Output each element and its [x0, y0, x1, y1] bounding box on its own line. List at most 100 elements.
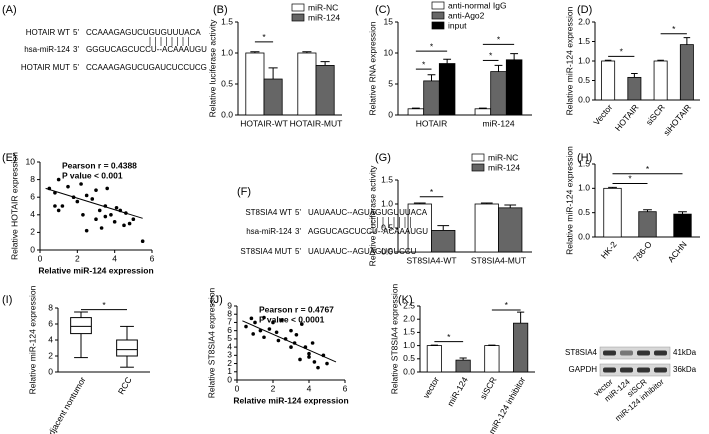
sequence-name: hsa-miR-124 [246, 227, 292, 236]
sequence-end: 5' [73, 28, 79, 37]
point [105, 186, 109, 191]
sequence: UAUAAUC--AGUAGUGUUUACA [308, 208, 428, 217]
y-tick-label: 2 [30, 227, 35, 237]
panel-label: (I) [2, 294, 12, 306]
bar [423, 80, 440, 116]
point [310, 341, 315, 345]
y-tick-label: 1.0 [578, 183, 590, 193]
y-tick-label: 4 [30, 209, 35, 219]
significance-label: * [505, 300, 509, 310]
significance-label: * [672, 24, 676, 34]
panel-label: (J) [210, 294, 223, 306]
panel-label: (D) [577, 4, 592, 16]
y-axis-label: Relative miR-124 expression [564, 6, 574, 115]
panel-label: (G) [375, 152, 391, 164]
legend-swatch [291, 13, 305, 22]
error-bar [510, 53, 519, 60]
point [94, 217, 98, 221]
x-tick-label: miR-124 [482, 118, 514, 128]
legend-swatch [431, 21, 445, 30]
point [289, 345, 293, 349]
point [131, 217, 136, 221]
error-bar [320, 61, 330, 66]
y-tick-label: 2.0 [578, 16, 590, 26]
point [84, 228, 89, 233]
point [97, 208, 102, 213]
y-tick-label: 0 [227, 374, 232, 384]
legend-swatch [291, 3, 305, 12]
point [60, 204, 65, 208]
y-tick-label: 5 [227, 333, 232, 343]
blot-protein: ST8SIA4 [565, 348, 598, 357]
legend-swatch [471, 163, 485, 172]
legend-label: miR-NC [488, 152, 518, 162]
point [249, 316, 254, 321]
legend-label: anti-normal IgG [448, 0, 507, 10]
error-bar [494, 64, 503, 72]
legend-swatch [431, 11, 445, 20]
point [99, 226, 104, 230]
significance-label: * [628, 174, 632, 184]
legend-label: miR-124 [308, 12, 340, 22]
sequence-name: ST8SIA4 MUT [240, 247, 292, 256]
error-bar [631, 72, 638, 78]
bar [498, 207, 523, 253]
sequence: CCAAAGAGUCUGUGUUUACA [86, 28, 201, 37]
legend-label: miR-NC [308, 2, 338, 12]
point [84, 193, 89, 198]
point [109, 213, 113, 217]
y-tick-label: 10 [384, 47, 394, 57]
y-tick-label: 1.0 [578, 55, 590, 65]
annotation: P value < 0.0001 [259, 314, 325, 324]
y-tick-label: 0 [388, 109, 393, 119]
significance-label: * [489, 51, 493, 61]
point [298, 357, 302, 362]
bar [505, 59, 523, 116]
error-bar [427, 74, 436, 81]
y-tick-label: 8 [30, 174, 35, 184]
y-tick-label: 6 [227, 325, 232, 335]
legend-swatch [471, 153, 485, 162]
sequence-end: 3' [73, 45, 79, 54]
x-tick-label: 0 [38, 253, 43, 263]
significance-label: * [620, 47, 624, 57]
significance-label: * [422, 59, 426, 69]
panel-label: (A) [2, 4, 17, 16]
significance-label: * [497, 35, 501, 45]
bar [484, 345, 500, 373]
bar [653, 60, 668, 101]
bar [638, 211, 657, 238]
error-bar [443, 58, 452, 64]
x-tick-label: 2 [75, 253, 80, 263]
x-tick-label: miR-124 [445, 375, 470, 408]
x-tick-label: HOTAIR-WT [240, 118, 288, 128]
bar [455, 359, 471, 373]
bar [263, 78, 283, 116]
point [325, 361, 329, 366]
bar [245, 52, 265, 116]
x-tick-label: adjacent nontumor [44, 375, 88, 434]
y-tick-label: 0.0 [403, 366, 415, 376]
y-tick-label: 0 [48, 366, 53, 376]
error-bar [488, 344, 496, 346]
error-bar [411, 107, 420, 109]
blot-size: 36kDa [673, 365, 697, 374]
error-bar [459, 357, 467, 361]
y-tick-label: 1.0 [381, 198, 393, 208]
y-axis-label: Relative ST8SIA4 expression [389, 283, 399, 394]
x-tick-label: HOTAIR-MUT [290, 118, 343, 128]
sequence-name: hsa-miR-124 [24, 45, 70, 54]
legend-label: miR-124 [488, 162, 520, 172]
sequence-end: 5' [295, 247, 301, 256]
significance-label: * [430, 187, 434, 197]
blot-band [620, 350, 633, 356]
y-tick-label: 8 [48, 302, 53, 312]
error-bar [504, 204, 517, 208]
y-tick-label: 0 [30, 244, 35, 254]
y-tick-label: 3 [227, 350, 232, 360]
x-tick-label: 4 [307, 383, 312, 393]
point [66, 184, 70, 189]
x-tick-label: siSCR [478, 375, 499, 401]
y-tick-label: 2.5 [403, 300, 415, 310]
